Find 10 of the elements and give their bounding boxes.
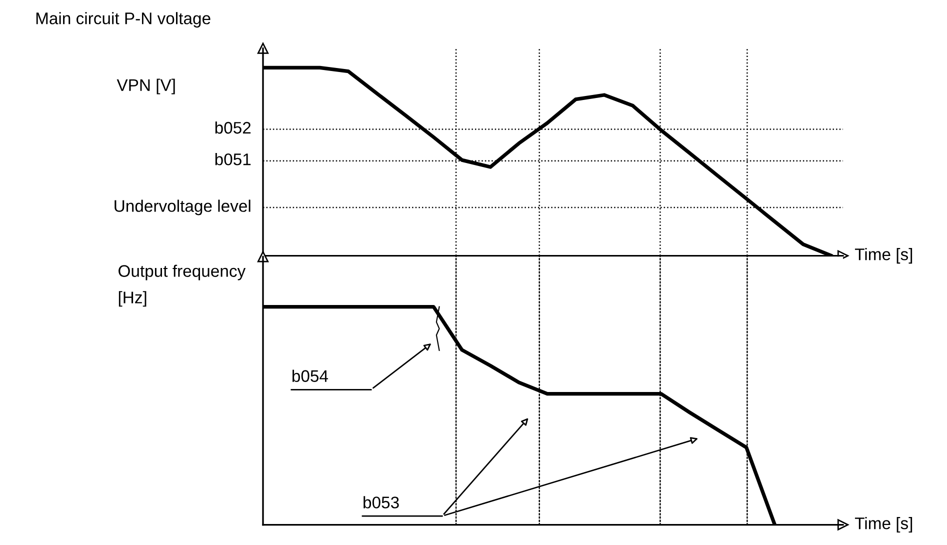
text: Main circuit P-N voltage: [36, 12, 210, 28]
chart-title: Output frequency [Hz]: [118, 264, 246, 307]
annotation: b053: [364, 496, 399, 508]
x-axis-title: Time [s]: [854, 517, 912, 533]
annotation: b054: [292, 370, 328, 382]
x-axis-title: Time [s]: [854, 248, 912, 264]
ref-line-label: Undervoltage level: [114, 200, 250, 216]
text: VPN [V]: [116, 78, 175, 94]
ref-line-label: b051: [215, 153, 251, 166]
ref-line-label: b052: [215, 121, 251, 134]
